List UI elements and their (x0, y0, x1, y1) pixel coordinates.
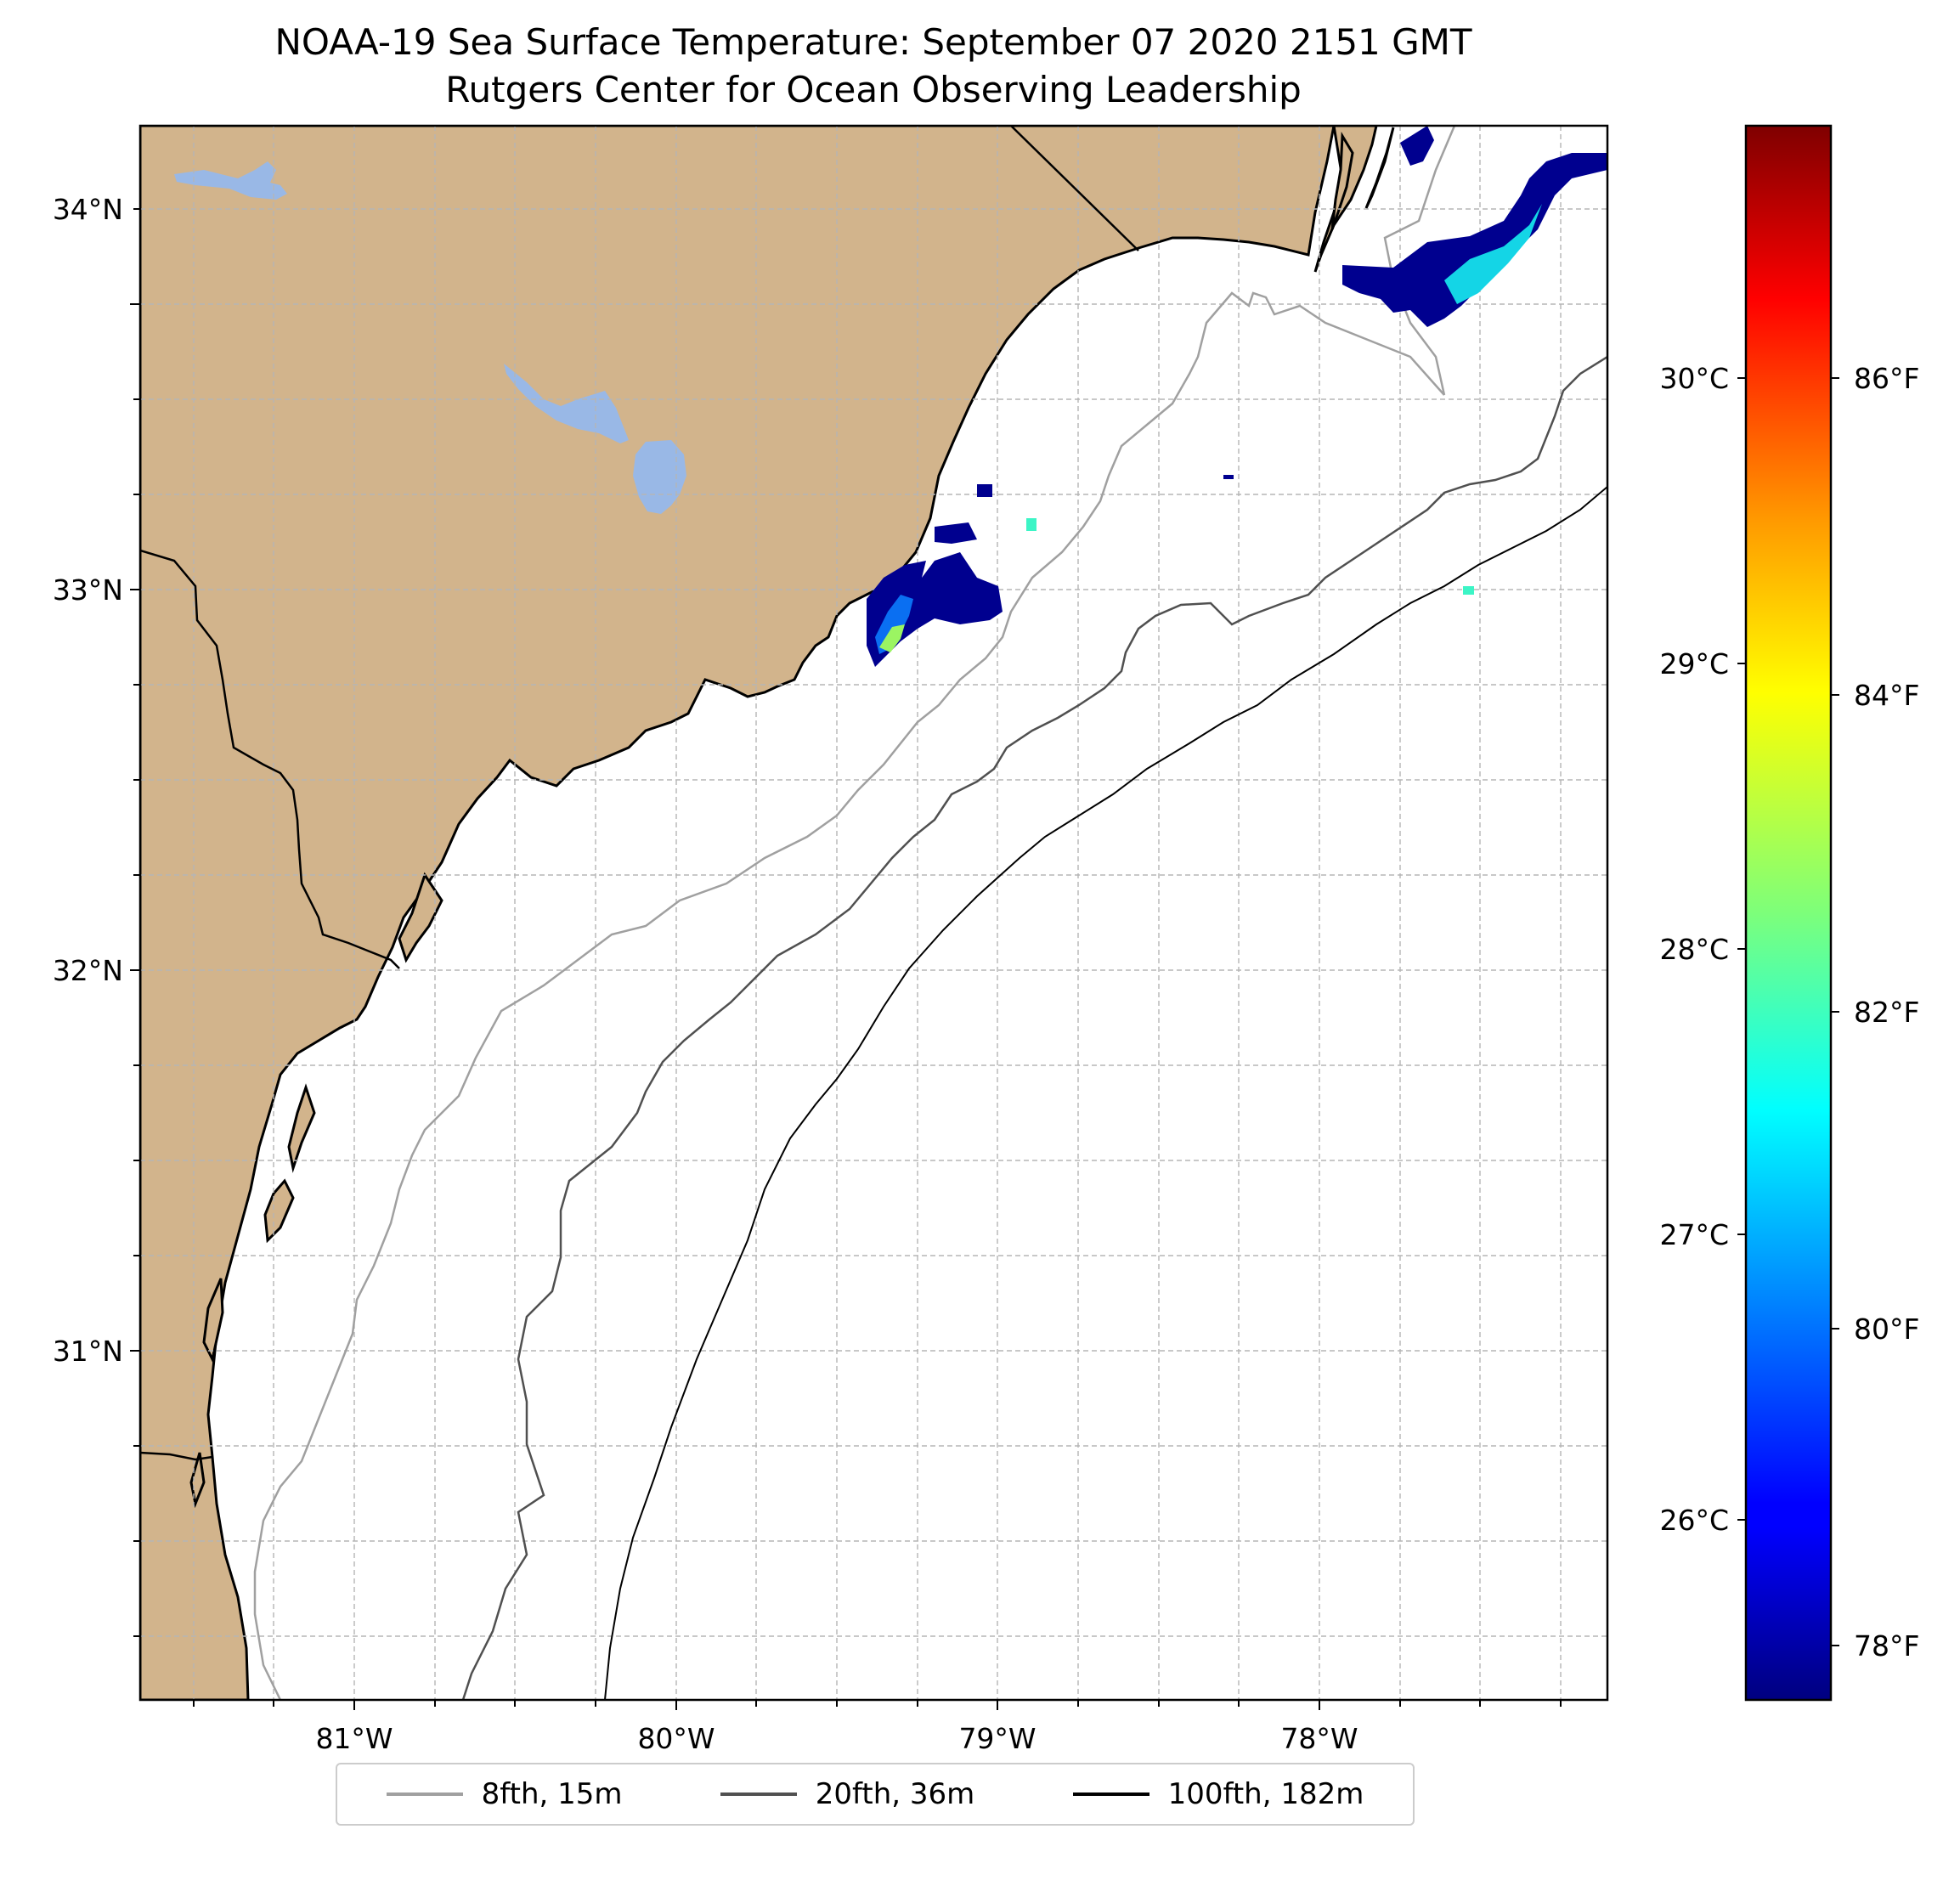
land-sea-island-2 (287, 1083, 316, 1173)
x-tick-label: 78°W (1280, 1722, 1358, 1755)
colorbar-celsius-label: 30°C (1659, 362, 1729, 395)
sst-patches (867, 126, 1607, 667)
land-sea-island-1 (398, 872, 443, 963)
land-barrier-island-2 (1364, 127, 1395, 209)
land-barrier-island-1 (1330, 131, 1354, 230)
colorbar-gradient (1744, 124, 1833, 1702)
colorbar-fahrenheit-label: 86°F (1854, 362, 1919, 395)
x-axis (193, 1700, 1562, 1710)
colorbar-celsius-label: 29°C (1659, 647, 1729, 680)
colorbar-celsius-label: 26°C (1659, 1504, 1729, 1537)
colorbar-celsius-label: 27°C (1659, 1218, 1729, 1251)
x-tick-label: 80°W (637, 1722, 715, 1755)
gridlines (140, 126, 1607, 1700)
y-tick-label: 33°N (53, 573, 123, 607)
lake-marion (504, 364, 629, 443)
legend-label: 100fth, 182m (1167, 1777, 1364, 1811)
legend-item-8fth: 8fth, 15m (386, 1777, 623, 1811)
x-tick-label: 79°W (958, 1722, 1036, 1755)
map-panel (140, 126, 1607, 1700)
y-tick-label: 34°N (53, 193, 123, 226)
legend-swatch (386, 1792, 463, 1796)
land-mainland (140, 126, 1336, 1700)
legend-label: 8fth, 15m (481, 1777, 623, 1811)
state-border-ga-sc (140, 549, 400, 969)
lake-moultrie (633, 440, 686, 514)
title-line-1: NOAA-19 Sea Surface Temperature: Septemb… (274, 21, 1471, 63)
state-border-nc-sc (1010, 126, 1139, 251)
legend-item-100fth: 100fth, 182m (1072, 1777, 1364, 1811)
lake-1 (174, 161, 287, 200)
map-frame (138, 124, 1609, 1702)
legend-swatch (720, 1792, 797, 1796)
y-tick-label: 31°N (53, 1335, 123, 1368)
colorbar-fahrenheit-label: 84°F (1854, 679, 1919, 712)
isobath-8fth (253, 126, 1456, 1700)
title-line-2: Rutgers Center for Ocean Observing Leade… (445, 69, 1302, 110)
legend-item-20fth: 20fth, 36m (720, 1777, 975, 1811)
isobath-legend: 8fth, 15m 20fth, 36m 100fth, 182m (336, 1763, 1415, 1826)
colorbar-fahrenheit-label: 80°F (1854, 1313, 1919, 1346)
colorbar-fahrenheit-label: 82°F (1854, 996, 1919, 1029)
x-tick-label: 81°W (315, 1722, 393, 1755)
colorbar-fahrenheit-label: 78°F (1854, 1629, 1919, 1663)
legend-label: 20fth, 36m (815, 1777, 975, 1811)
isobath-100fth (604, 486, 1607, 1700)
state-border-ga-fl (140, 1451, 213, 1461)
y-tick-label: 32°N (53, 954, 123, 987)
legend-swatch (1072, 1792, 1149, 1796)
colorbar-celsius-label: 28°C (1659, 933, 1729, 966)
colorbar: 30°C 29°C 28°C 27°C 26°C 86°F 84°F 82°F … (1659, 124, 1919, 1702)
isobath-20fth (461, 355, 1607, 1700)
y-axis (130, 208, 140, 1637)
land-sea-island-3 (263, 1178, 295, 1244)
